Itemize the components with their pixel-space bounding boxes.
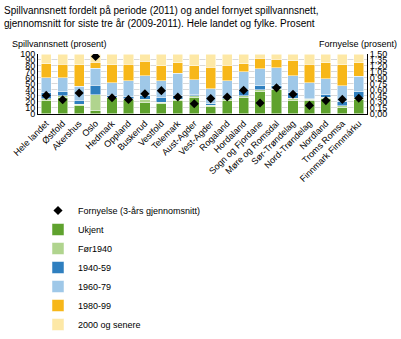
- svg-text:30: 30: [25, 91, 35, 101]
- svg-text:Oppland: Oppland: [102, 119, 133, 150]
- svg-text:Spillvannsnett fordelt på peri: Spillvannsnett fordelt på periode (2011)…: [4, 5, 318, 29]
- svg-text:Fornyelse (prosent): Fornyelse (prosent): [319, 39, 397, 49]
- svg-text:70: 70: [25, 67, 35, 77]
- svg-text:Fornyelse (3-års gjennomsnitt): Fornyelse (3-års gjennomsnitt): [78, 206, 200, 216]
- svg-text:Aust-Agder: Aust-Agder: [160, 119, 199, 158]
- svg-text:Sogn og Fjordane: Sogn og Fjordane: [207, 119, 265, 177]
- svg-text:0,15: 0,15: [370, 103, 388, 113]
- svg-text:80: 80: [25, 61, 35, 71]
- svg-text:Spillvannsnett (prosent): Spillvannsnett (prosent): [12, 39, 107, 49]
- svg-text:Telemark: Telemark: [150, 118, 183, 151]
- svg-text:1,50: 1,50: [370, 49, 388, 59]
- svg-text:1,05: 1,05: [370, 67, 388, 77]
- svg-text:0,60: 0,60: [370, 85, 388, 95]
- svg-text:20: 20: [25, 97, 35, 107]
- svg-text:0,90: 0,90: [370, 73, 388, 83]
- svg-text:Østfold: Østfold: [40, 119, 67, 146]
- svg-text:Akershus: Akershus: [50, 118, 84, 152]
- svg-text:Sør-Trøndelag: Sør-Trøndelag: [249, 119, 297, 167]
- svg-text:Nordland: Nordland: [298, 119, 331, 152]
- svg-text:Nord-Trøndelag: Nord-Trøndelag: [262, 119, 314, 171]
- svg-text:Rogaland: Rogaland: [197, 119, 231, 153]
- svg-text:50: 50: [25, 79, 35, 89]
- svg-text:Vest-Agder: Vest-Agder: [177, 119, 216, 158]
- svg-text:40: 40: [25, 85, 35, 95]
- svg-text:Troms Romsa: Troms Romsa: [300, 119, 347, 166]
- svg-text:1960-79: 1960-79: [78, 282, 111, 292]
- svg-text:2000 og senere: 2000 og senere: [78, 320, 141, 330]
- svg-text:10: 10: [25, 103, 35, 113]
- svg-text:1,20: 1,20: [370, 61, 388, 71]
- svg-text:0,00: 0,00: [370, 109, 388, 119]
- svg-text:Buskerud: Buskerud: [116, 119, 150, 153]
- svg-text:Møre og Romsdal: Møre og Romsdal: [223, 119, 281, 177]
- svg-text:0,30: 0,30: [370, 97, 388, 107]
- svg-text:Hele landet: Hele landet: [12, 118, 52, 158]
- svg-text:0,75: 0,75: [370, 79, 388, 89]
- svg-text:Hedmark: Hedmark: [84, 118, 117, 151]
- svg-text:Ukjent: Ukjent: [78, 225, 104, 235]
- svg-text:Før1940: Før1940: [78, 244, 112, 254]
- svg-text:60: 60: [25, 73, 35, 83]
- svg-text:Hordaland: Hordaland: [212, 119, 248, 155]
- svg-text:Vestfold: Vestfold: [136, 119, 166, 149]
- svg-text:100: 100: [20, 49, 35, 59]
- svg-text:0,45: 0,45: [370, 91, 388, 101]
- svg-text:1940-59: 1940-59: [78, 263, 111, 273]
- svg-text:Oslo: Oslo: [80, 119, 100, 139]
- svg-text:0: 0: [30, 109, 35, 119]
- svg-text:90: 90: [25, 55, 35, 65]
- svg-text:1980-99: 1980-99: [78, 301, 111, 311]
- svg-text:Finnmark Finnmárku: Finnmark Finnmárku: [298, 119, 363, 184]
- svg-text:1,35: 1,35: [370, 55, 388, 65]
